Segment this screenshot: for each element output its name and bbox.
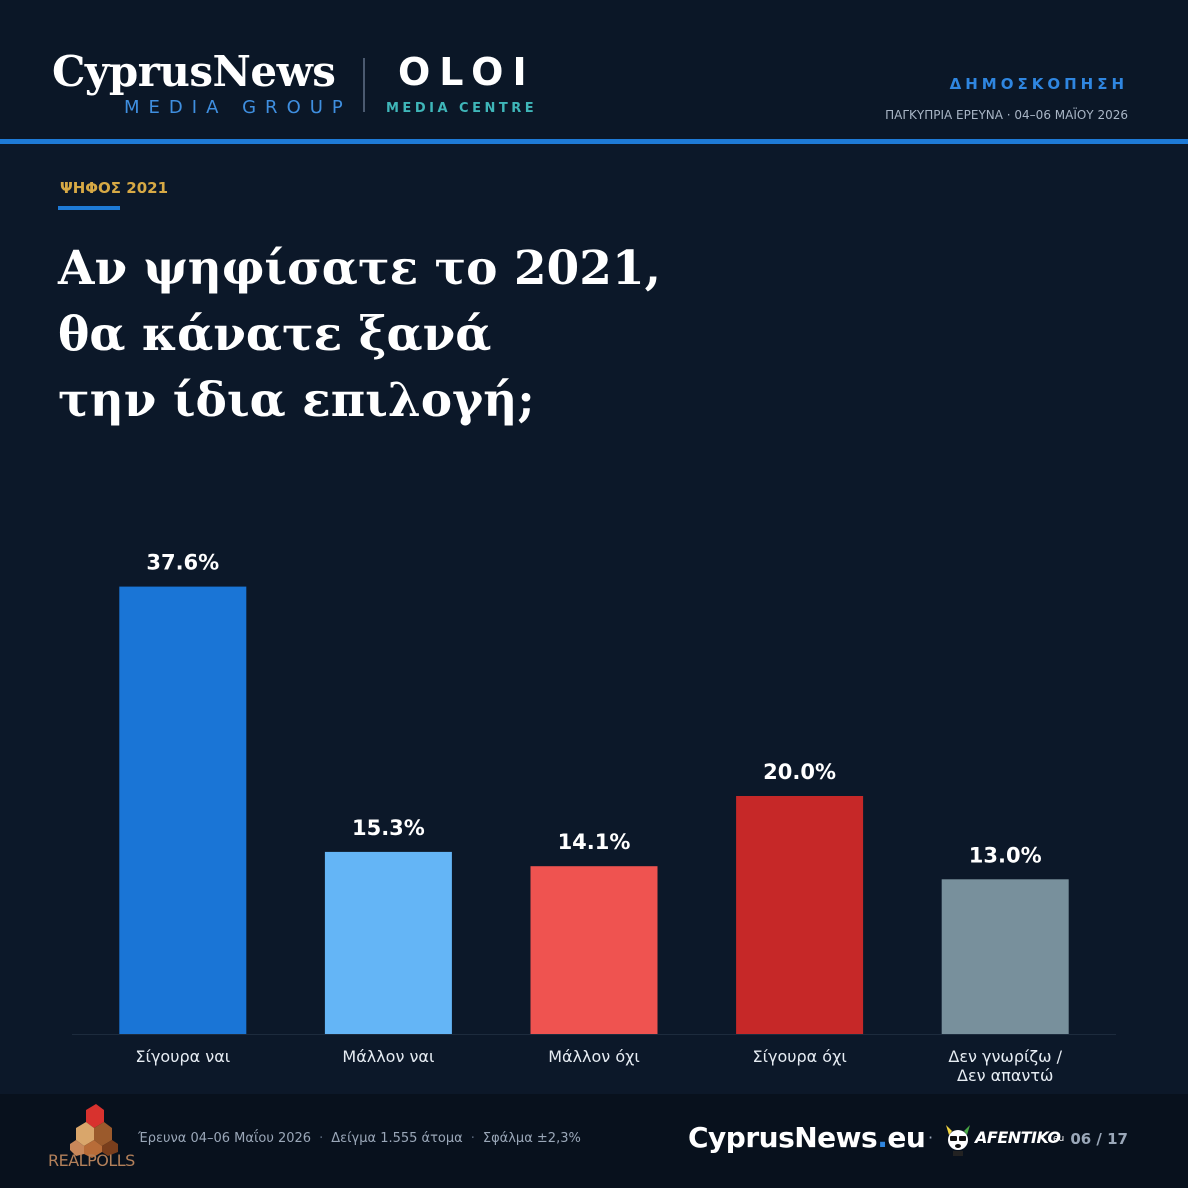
poll-sample: Δείγμα 1.555 άτομα — [331, 1131, 463, 1146]
afentiko-logo: AFENTIKO — [975, 1128, 1061, 1147]
bar-value-label: 14.1% — [558, 830, 631, 854]
x-tick-label: Μάλλον ναι — [342, 1047, 434, 1066]
poll-meta: Έρευνα 04–06 Μαΐου 2026 · Δείγμα 1.555 άτο… — [138, 1130, 581, 1148]
meta-separator: · — [319, 1131, 324, 1146]
site-dot: . — [877, 1121, 888, 1154]
bar — [530, 866, 658, 1034]
x-tick-label: Δεν γνωρίζω / Δεν απαντώ — [948, 1047, 1062, 1085]
header-subtitle: ΠΑΓΚΥΠΡΙΑ ΕΡΕΥΝΑ · 04–06 ΜΑΪΟΥ 2026 — [885, 108, 1128, 122]
bar-value-label: 37.6% — [146, 551, 219, 575]
header-kicker: ΔΗΜΟΣΚΟΠΗΣΗ — [949, 75, 1128, 93]
x-tick-label-line: Δεν απαντώ — [957, 1066, 1053, 1085]
x-tick-label-line: Σίγουρα ναι — [135, 1047, 230, 1066]
x-tick-label-line: Μάλλον ναι — [342, 1047, 434, 1066]
logo-separator — [363, 58, 365, 112]
afentiko-mascot-icon — [946, 1125, 970, 1156]
footer-bar — [0, 1094, 1188, 1188]
poll-dates: Έρευνα 04–06 Μαΐου 2026 — [138, 1131, 312, 1146]
bar-value-label: 20.0% — [763, 760, 836, 784]
bar — [941, 879, 1069, 1034]
header-bar — [0, 0, 1188, 140]
question-line: την ίδια επιλογή; — [58, 373, 535, 428]
cyprusnews-logo: CyprusNews — [52, 47, 336, 96]
bar — [324, 851, 452, 1034]
oloi-logo: OLOI — [398, 50, 536, 94]
footer-separator: · — [928, 1128, 934, 1147]
realpolls-logo-icon — [70, 1104, 118, 1158]
section-label: ΨΗΦΟΣ 2021 — [60, 179, 169, 197]
question-line: Αν ψηφίσατε το 2021, — [58, 241, 662, 296]
x-tick-label-line: Σίγουρα όχι — [752, 1047, 846, 1066]
bar-chart: 37.6% Σίγουρα ναι 15.3% Μάλλον ναι 14.1% Μάλλ… — [72, 551, 1116, 1085]
page-number: 06 / 17 — [1070, 1130, 1128, 1148]
oloi-logo-subtitle: MEDIA CENTRE — [386, 101, 538, 116]
bar-value-label: 15.3% — [352, 816, 425, 840]
poll-margin: Σφάλμα ±2,3% — [482, 1131, 581, 1146]
section-underline — [58, 206, 120, 210]
x-tick-label: Σίγουρα όχι — [752, 1047, 846, 1066]
cyprusnews-logo-subtitle: MEDIA GROUP — [124, 97, 352, 118]
site-name: CyprusNews — [688, 1121, 878, 1154]
x-tick-label-line: Μάλλον όχι — [548, 1047, 640, 1066]
bar — [736, 796, 864, 1034]
x-tick-label: Μάλλον όχι — [548, 1047, 640, 1066]
site-logo: CyprusNews.eu — [688, 1118, 926, 1158]
afentiko-logo-suffix: eu — [1053, 1134, 1065, 1144]
meta-separator: · — [470, 1131, 475, 1146]
x-tick-label-line: Δεν γνωρίζω / — [948, 1047, 1062, 1066]
question-title: Αν ψηφίσατε το 2021, θα κάνατε ξανά την … — [58, 236, 958, 434]
site-tld: eu — [887, 1121, 926, 1154]
question-line: θα κάνατε ξανά — [58, 307, 492, 362]
bar-value-label: 13.0% — [969, 843, 1042, 867]
realpolls-logo-text: REALPOLLS — [48, 1151, 135, 1170]
bar — [119, 586, 247, 1034]
x-tick-label: Σίγουρα ναι — [135, 1047, 230, 1066]
header-divider — [0, 139, 1188, 144]
